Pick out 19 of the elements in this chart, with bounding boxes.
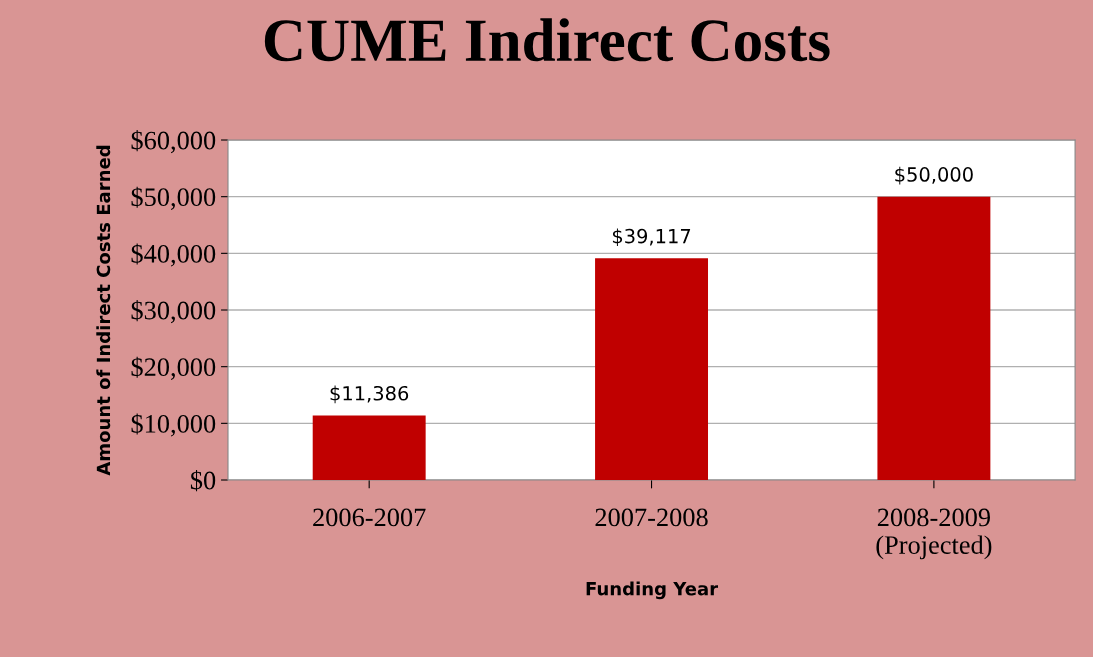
x-tick-label: 2007-2008	[595, 508, 708, 527]
x-tick-label: 2008-2009 (Projected)	[876, 508, 992, 560]
y-tick-label: $20,000	[131, 356, 216, 380]
data-label: $39,117	[612, 228, 691, 247]
x-tick-label: 2006-2007	[313, 508, 426, 527]
data-label: $11,386	[330, 385, 409, 404]
y-tick-label: $30,000	[131, 300, 216, 324]
y-axis-title: Amount of Indirect Costs Earned	[96, 145, 111, 476]
bar	[595, 258, 709, 480]
chart-title: CUME Indirect Costs	[264, 18, 830, 62]
y-tick-label: $0	[190, 470, 216, 492]
x-axis-title: Funding Year	[586, 581, 719, 600]
y-tick-label: $50,000	[131, 186, 216, 210]
bar	[312, 415, 426, 480]
bar	[877, 196, 991, 480]
y-tick-label: $10,000	[131, 413, 216, 437]
y-tick-label: $60,000	[131, 130, 216, 154]
data-label: $50,000	[895, 166, 973, 185]
y-tick-label: $40,000	[131, 243, 216, 267]
